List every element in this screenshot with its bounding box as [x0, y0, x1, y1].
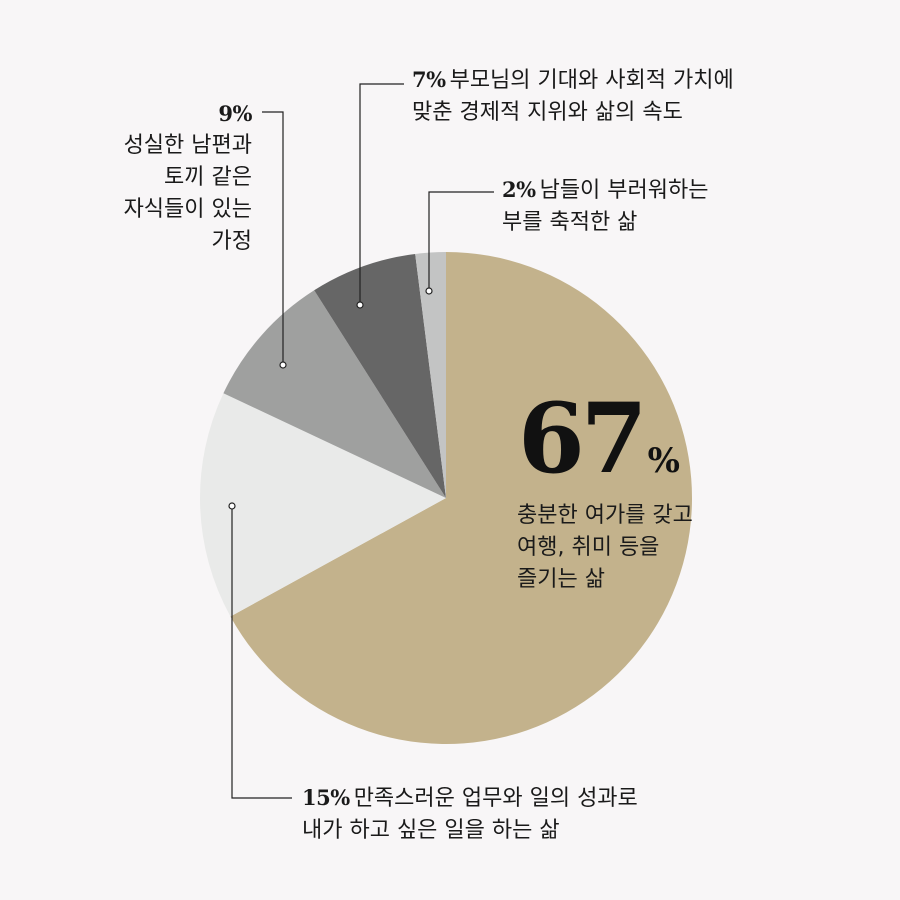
label-work-line: 만족스러운 업무와 일의 성과로: [353, 786, 638, 811]
label-status: 7% 부모님의 기대와 사회적 가치에 맞춘 경제적 지위와 삶의 속도: [412, 64, 734, 129]
pie-slice-work: [200, 393, 446, 617]
label-leisure: 충분한 여가를 갖고 여행, 취미 등을 즐기는 삶: [517, 500, 693, 596]
label-status-line: 맞춘 경제적 지위와 삶의 속도: [412, 100, 683, 125]
label-status-pct: 7%: [412, 67, 446, 92]
label-work: 15% 만족스러운 업무와 일의 성과로 내가 하고 싶은 일을 하는 삶: [302, 782, 638, 847]
label-pct-leisure-sign: %: [647, 441, 680, 481]
label-leisure-line: 충분한 여가를 갖고: [517, 503, 693, 528]
label-work-line: 내가 하고 싶은 일을 하는 삶: [302, 818, 560, 843]
label-family-line: 토끼 같은: [164, 165, 252, 190]
label-work-pct: 15%: [302, 785, 350, 810]
label-wealth-line: 부를 축적한 삶: [502, 210, 638, 235]
label-family-line: 성실한 남편과: [123, 133, 252, 158]
label-family: 9% 성실한 남편과 토끼 같은 자식들이 있는 가정: [123, 98, 253, 258]
label-wealth-pct: 2%: [502, 177, 536, 202]
leader-line-work: [228, 502, 292, 799]
pie-slice-status: [314, 253, 446, 498]
pie-slice-family: [223, 290, 446, 498]
pie-slice-wealth: [415, 252, 446, 498]
label-leisure-line: 여행, 취미 등을: [517, 535, 660, 560]
label-leisure-line: 즐기는 삶: [517, 567, 605, 592]
label-family-line: 자식들이 있는: [123, 197, 252, 222]
label-family-pct: 9%: [218, 101, 252, 126]
label-family-line: 가정: [211, 229, 252, 254]
leader-line-status: [356, 83, 404, 309]
leader-line-family: [262, 111, 287, 369]
label-pct-leisure: 67%: [518, 382, 680, 495]
leader-line-wealth: [425, 191, 494, 295]
label-pct-leisure-number: 67: [518, 382, 648, 495]
pie-slice-leisure: [230, 251, 693, 745]
label-status-line: 부모님의 기대와 사회적 가치에: [449, 68, 734, 93]
label-wealth: 2% 남들이 부러워하는 부를 축적한 삶: [502, 174, 709, 239]
label-wealth-line: 남들이 부러워하는: [539, 178, 709, 203]
